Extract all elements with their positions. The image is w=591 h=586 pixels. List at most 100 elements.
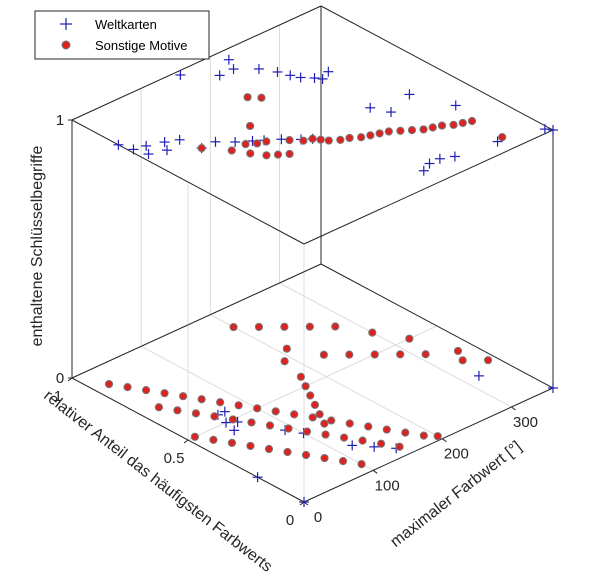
point-weltkarten-33 <box>365 102 376 113</box>
point-weltkarten-31 <box>404 89 415 100</box>
point-sonstige-2 <box>316 135 325 144</box>
legend-box <box>34 10 210 60</box>
point-sonstige-41 <box>271 407 280 416</box>
legend-sonstige-label: Sonstige Motive <box>95 38 188 53</box>
point-sonstige-69 <box>264 444 274 454</box>
point-sonstige-20 <box>262 137 271 146</box>
point-sonstige-44 <box>327 416 336 425</box>
point-sonstige-64 <box>395 442 404 451</box>
point-sonstige-30 <box>273 150 283 159</box>
x-tick-label-1: 100 <box>375 477 400 494</box>
point-weltkarten-29 <box>317 73 328 84</box>
point-sonstige-25 <box>498 133 507 142</box>
point-weltkarten-5 <box>159 137 170 148</box>
point-sonstige-31 <box>285 149 294 159</box>
z-axis-label: enthaltene Schlüsselbegriffe <box>29 146 46 347</box>
point-weltkarten-50 <box>299 497 309 507</box>
point-sonstige-23 <box>257 93 266 102</box>
point-weltkarten-46 <box>369 441 380 452</box>
point-weltkarten-22 <box>223 54 234 65</box>
point-weltkarten-15 <box>418 165 429 176</box>
box-edge-6 <box>71 119 305 245</box>
point-sonstige-18 <box>241 140 250 149</box>
x-tick-mark-3 <box>511 406 516 411</box>
point-sonstige-89 <box>458 356 467 365</box>
point-sonstige-15 <box>449 120 458 129</box>
point-weltkarten-4 <box>161 145 172 156</box>
legend-sonstige-marker <box>61 40 71 50</box>
point-weltkarten-1 <box>128 144 139 155</box>
point-sonstige-55 <box>228 415 238 424</box>
point-weltkarten-12 <box>276 134 287 145</box>
axes-layer <box>71 5 554 503</box>
point-sonstige-65 <box>190 432 200 441</box>
point-sonstige-70 <box>283 447 292 457</box>
point-sonstige-56 <box>247 418 256 427</box>
point-weltkarten-34 <box>386 107 397 118</box>
point-sonstige-39 <box>234 401 243 410</box>
point-sonstige-49 <box>419 431 428 440</box>
point-sonstige-9 <box>384 127 393 136</box>
point-sonstige-53 <box>191 409 201 418</box>
point-sonstige-42 <box>290 410 299 419</box>
point-weltkarten-36 <box>214 70 225 81</box>
point-weltkarten-25 <box>272 66 283 77</box>
point-sonstige-37 <box>197 395 206 404</box>
point-sonstige-21 <box>285 136 294 145</box>
point-weltkarten-27 <box>295 72 306 83</box>
point-sonstige-32 <box>104 379 114 389</box>
box-edge-8 <box>320 5 554 131</box>
point-weltkarten-19 <box>492 136 503 147</box>
point-sonstige-95 <box>310 400 320 409</box>
point-sonstige-51 <box>154 403 163 412</box>
box-edge-2 <box>320 263 554 389</box>
point-weltkarten-38 <box>219 406 230 417</box>
x-tick-mark-1 <box>372 469 378 474</box>
point-sonstige-27 <box>227 146 236 155</box>
point-sonstige-54 <box>210 412 219 421</box>
y-tick-label-1: 0.5 <box>164 450 185 467</box>
point-sonstige-59 <box>302 427 312 436</box>
y-tick-label-2: 1 <box>54 388 62 405</box>
point-sonstige-60 <box>321 430 330 439</box>
point-sonstige-43 <box>308 413 317 422</box>
point-sonstige-67 <box>227 438 237 447</box>
point-weltkarten-16 <box>424 158 435 169</box>
point-sonstige-8 <box>375 129 384 138</box>
point-sonstige-87 <box>396 350 405 359</box>
point-sonstige-33 <box>123 383 132 392</box>
x-tick-label-0: 0 <box>314 509 322 526</box>
point-sonstige-19 <box>253 139 262 148</box>
y-tick-label-0: 0 <box>286 512 294 529</box>
point-weltkarten-6 <box>174 134 185 145</box>
point-sonstige-58 <box>284 424 293 433</box>
x-tick-mark-2 <box>442 438 447 443</box>
points-layer <box>104 54 558 507</box>
point-sonstige-47 <box>382 425 391 434</box>
z-tick-label-0: 0 <box>56 370 64 387</box>
box-edge-5 <box>303 129 554 245</box>
point-sonstige-40 <box>253 404 262 413</box>
point-weltkarten-45 <box>347 440 358 451</box>
point-weltkarten-32 <box>450 100 461 111</box>
point-sonstige-79 <box>331 322 340 331</box>
z-tick-label-1: 1 <box>56 112 64 129</box>
point-sonstige-80 <box>368 328 377 337</box>
x-tick-label-2: 200 <box>444 446 469 463</box>
point-sonstige-38 <box>216 398 225 407</box>
point-weltkarten-43 <box>473 370 484 381</box>
point-weltkarten-17 <box>434 153 445 164</box>
point-sonstige-12 <box>419 125 428 134</box>
point-sonstige-14 <box>437 121 447 130</box>
point-sonstige-77 <box>280 322 289 331</box>
legend-weltkarten-marker <box>60 18 72 30</box>
y-axis-label: relativer Anteil das häufigsten Farbwert… <box>40 387 275 576</box>
point-sonstige-17 <box>467 116 477 126</box>
point-sonstige-50 <box>433 432 442 441</box>
point-sonstige-34 <box>141 386 151 395</box>
point-sonstige-94 <box>306 391 315 400</box>
legend-weltkarten-label: Weltkarten <box>95 17 157 32</box>
point-weltkarten-42 <box>229 425 240 436</box>
point-weltkarten-20 <box>539 124 550 135</box>
